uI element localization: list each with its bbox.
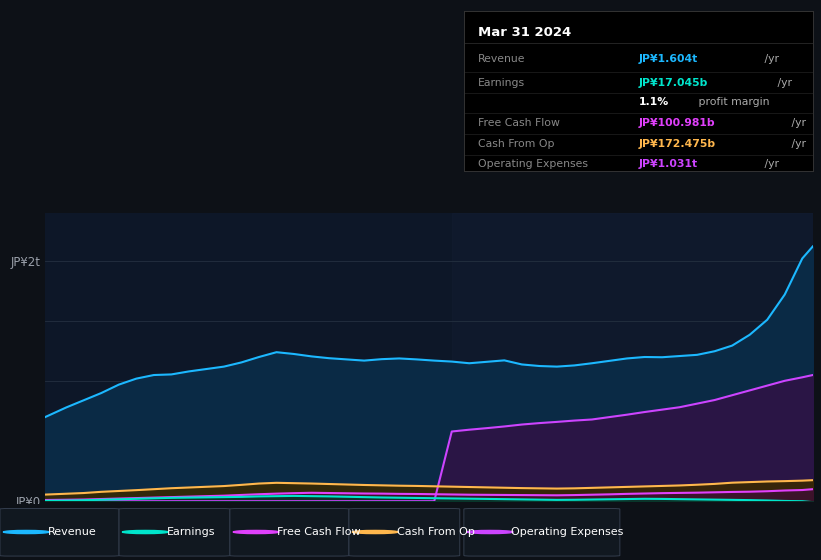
Text: Cash From Op: Cash From Op — [397, 527, 475, 537]
Text: /yr: /yr — [787, 118, 805, 128]
Text: 1.1%: 1.1% — [639, 97, 668, 107]
FancyBboxPatch shape — [230, 508, 349, 556]
Text: profit margin: profit margin — [695, 97, 769, 107]
Text: /yr: /yr — [787, 139, 805, 148]
Text: Earnings: Earnings — [478, 78, 525, 88]
Circle shape — [122, 530, 168, 534]
FancyBboxPatch shape — [0, 508, 119, 556]
Text: Free Cash Flow: Free Cash Flow — [478, 118, 560, 128]
Text: JP¥172.475b: JP¥172.475b — [639, 139, 715, 148]
Text: /yr: /yr — [774, 78, 792, 88]
Text: Revenue: Revenue — [48, 527, 96, 537]
Bar — [452, 213, 813, 501]
Text: Operating Expenses: Operating Expenses — [511, 527, 624, 537]
Text: JP¥100.981b: JP¥100.981b — [639, 118, 715, 128]
Text: /yr: /yr — [761, 54, 779, 64]
Text: JP¥1.031t: JP¥1.031t — [639, 160, 698, 170]
Text: Operating Expenses: Operating Expenses — [478, 160, 588, 170]
Circle shape — [352, 530, 398, 534]
Text: Free Cash Flow: Free Cash Flow — [277, 527, 361, 537]
FancyBboxPatch shape — [464, 508, 620, 556]
FancyBboxPatch shape — [119, 508, 230, 556]
Text: JP¥17.045b: JP¥17.045b — [639, 78, 708, 88]
Circle shape — [467, 530, 513, 534]
Text: Cash From Op: Cash From Op — [478, 139, 554, 148]
Text: Revenue: Revenue — [478, 54, 525, 64]
Text: JP¥1.604t: JP¥1.604t — [639, 54, 698, 64]
Circle shape — [233, 530, 279, 534]
FancyBboxPatch shape — [349, 508, 460, 556]
Text: Earnings: Earnings — [167, 527, 215, 537]
Circle shape — [3, 530, 49, 534]
Text: /yr: /yr — [761, 160, 779, 170]
Text: Mar 31 2024: Mar 31 2024 — [478, 26, 571, 39]
